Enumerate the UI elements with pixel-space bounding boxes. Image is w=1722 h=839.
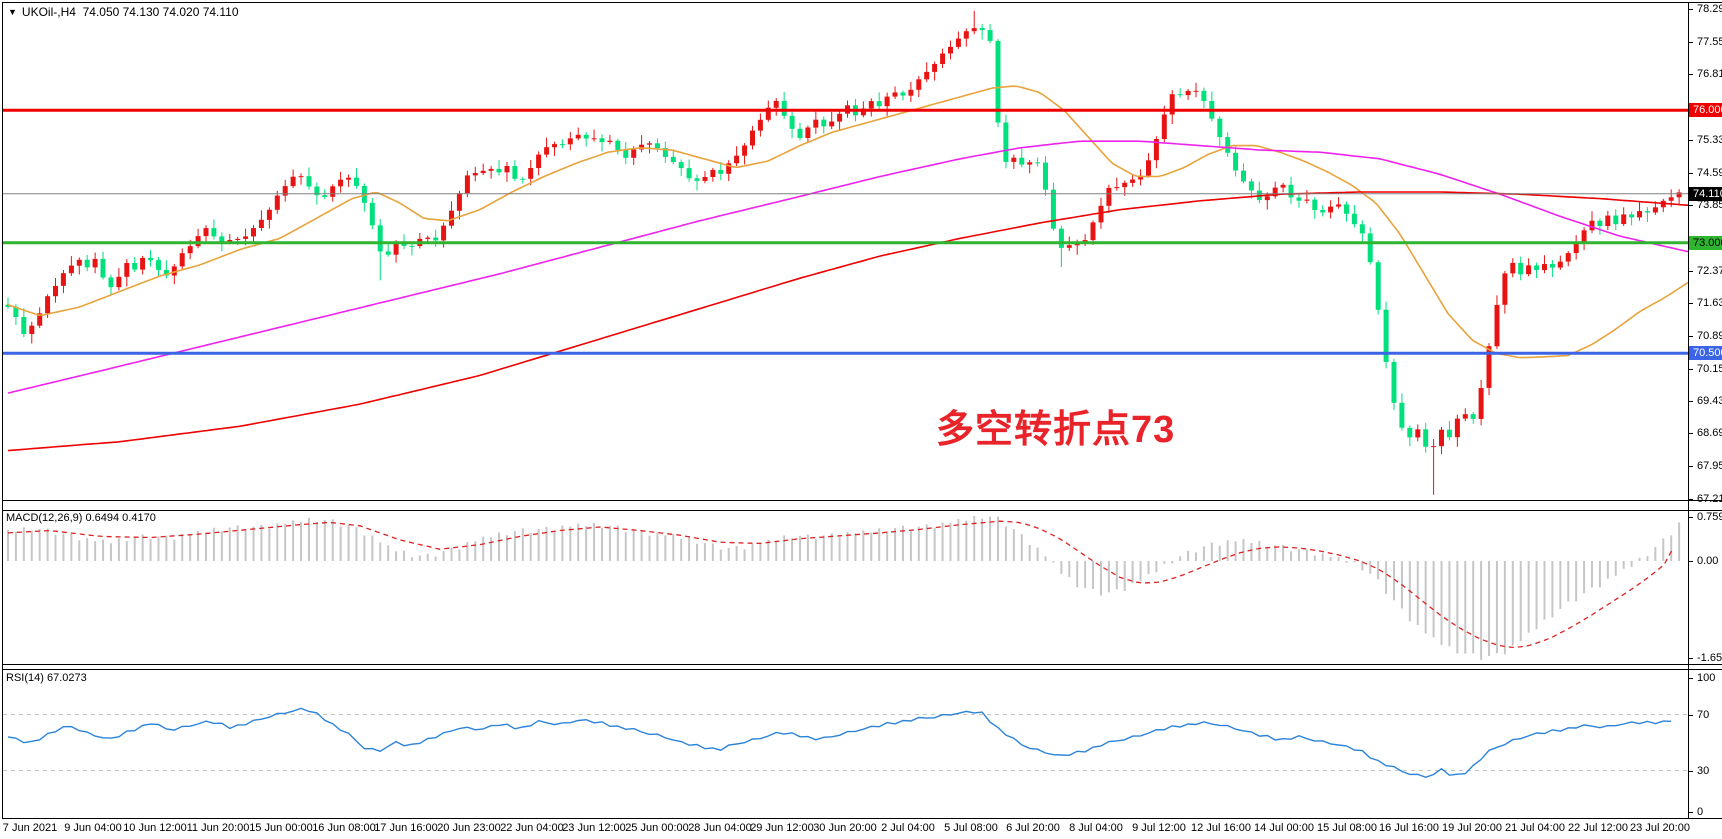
axis-tick-mark	[1688, 173, 1693, 174]
time-label: 2 Jul 04:00	[881, 822, 935, 834]
macd-top-border[interactable]	[2, 510, 1722, 511]
chart-top-border	[2, 2, 1722, 3]
price-axis-border[interactable]	[1688, 2, 1689, 818]
time-label: 22 Jun 04:00	[500, 822, 564, 834]
price-tick-label: 73.850	[1697, 199, 1722, 211]
axis-tick-mark	[1688, 401, 1693, 402]
time-label: 16 Jun 08:00	[312, 822, 376, 834]
axis-tick-mark	[1688, 715, 1693, 716]
axis-tick-mark	[1688, 369, 1693, 370]
price-tick-label: 68.690	[1697, 427, 1722, 439]
rsi-label: RSI(14) 67.0273	[6, 672, 87, 684]
axis-tick-mark	[1688, 336, 1693, 337]
main-macd-separator[interactable]	[2, 500, 1722, 501]
macd-label: MACD(12,26,9) 0.6494 0.4170	[6, 512, 156, 524]
annotation-text: 多空转折点73	[936, 409, 1176, 451]
axis-tick-mark	[1688, 9, 1693, 10]
time-label: 9 Jun 04:00	[64, 822, 122, 834]
price-tick-label: 70.150	[1697, 363, 1722, 375]
axis-tick-mark	[1688, 517, 1693, 518]
price-tick-label: 77.550	[1697, 36, 1722, 48]
chevron-down-icon[interactable]: ▼	[8, 7, 17, 17]
axis-tick-mark	[1688, 271, 1693, 272]
macd-histogram	[7, 515, 1681, 660]
time-axis-border	[2, 818, 1722, 819]
axis-tick-mark	[1688, 466, 1693, 467]
time-label: 28 Jun 04:00	[688, 822, 752, 834]
macd-axis-label: 0.7591	[1697, 511, 1722, 523]
time-label: 17 Jun 16:00	[374, 822, 438, 834]
price-tick-label: 75.330	[1697, 134, 1722, 146]
time-label: 22 Jul 12:00	[1568, 822, 1628, 834]
macd-axis-label: -1.6534	[1697, 652, 1722, 664]
ma-fast-orange[interactable]	[7, 85, 1689, 359]
time-label: 6 Jul 20:00	[1006, 822, 1060, 834]
axis-tick-mark	[1688, 658, 1693, 659]
time-label: 8 Jul 04:00	[1069, 822, 1123, 834]
time-label: 30 Jun 20:00	[813, 822, 877, 834]
candles-layer	[5, 10, 1682, 495]
time-label: 12 Jul 16:00	[1191, 822, 1251, 834]
time-label: 9 Jul 12:00	[1132, 822, 1186, 834]
axis-tick-mark	[1688, 771, 1693, 772]
macd-signal-line[interactable]	[7, 520, 1673, 649]
time-label: 23 Jun 12:00	[562, 822, 626, 834]
time-label: 16 Jul 16:00	[1379, 822, 1439, 834]
time-label: 15 Jul 08:00	[1317, 822, 1377, 834]
price-tag-76-000: 76.000	[1689, 103, 1722, 117]
time-label: 29 Jun 12:00	[750, 822, 814, 834]
macd-axis-label: 0.00	[1697, 555, 1719, 567]
rsi-axis-label: 100	[1697, 672, 1716, 684]
time-label: 14 Jul 00:00	[1254, 822, 1314, 834]
time-label: 19 Jul 20:00	[1442, 822, 1502, 834]
ma-mid-magenta[interactable]	[7, 140, 1689, 394]
symbol-quote-text: UKOil-,H4 74.050 74.130 74.020 74.110	[21, 5, 239, 19]
rsi-axis-label: 0	[1697, 806, 1704, 818]
axis-tick-mark	[1688, 561, 1693, 562]
price-tick-label: 72.370	[1697, 265, 1722, 277]
axis-tick-mark	[1688, 74, 1693, 75]
time-label: 20 Jun 23:00	[437, 822, 501, 834]
rsi-top-border[interactable]	[2, 669, 1722, 670]
price-tick-label: 71.630	[1697, 297, 1722, 309]
time-label: 15 Jun 00:00	[249, 822, 313, 834]
axis-tick-mark	[1688, 42, 1693, 43]
rsi-line[interactable]	[7, 707, 1672, 779]
rsi-axis-label: 70	[1697, 709, 1710, 721]
price-tick-label: 67.950	[1697, 460, 1722, 472]
axis-tick-mark	[1688, 812, 1693, 813]
axis-tick-mark	[1688, 433, 1693, 434]
price-tag-74-110: 74.110	[1689, 187, 1722, 201]
time-label: 7 Jun 2021	[2, 822, 58, 834]
time-label: 25 Jun 00:00	[625, 822, 689, 834]
price-tag-70-500: 70.500	[1689, 346, 1722, 360]
ma-slow-red[interactable]	[7, 191, 1689, 452]
axis-tick-mark	[1688, 303, 1693, 304]
time-label: 5 Jul 08:00	[944, 822, 998, 834]
axis-tick-mark	[1688, 205, 1693, 206]
time-label: 21 Jul 04:00	[1505, 822, 1565, 834]
time-label: 23 Jul 20:00	[1630, 822, 1690, 834]
price-tick-label: 74.590	[1697, 167, 1722, 179]
rsi-axis-label: 30	[1697, 765, 1710, 777]
axis-tick-mark	[1688, 140, 1693, 141]
price-tick-label: 67.210	[1697, 493, 1722, 505]
axis-tick-mark	[1688, 499, 1693, 500]
time-label: 10 Jun 12:00	[123, 822, 187, 834]
price-tick-label: 78.290	[1697, 3, 1722, 15]
price-tick-label: 70.890	[1697, 330, 1722, 342]
macd-rsi-separator[interactable]	[2, 664, 1722, 665]
price-tick-label: 69.430	[1697, 395, 1722, 407]
time-label: 11 Jun 20:00	[186, 822, 250, 834]
axis-tick-mark	[1688, 678, 1693, 679]
price-tag-73-000: 73.000	[1689, 236, 1722, 250]
price-tick-label: 76.810	[1697, 68, 1722, 80]
symbol-title: ▼ UKOil-,H4 74.050 74.130 74.020 74.110	[8, 5, 239, 19]
chart-left-border	[2, 2, 3, 818]
